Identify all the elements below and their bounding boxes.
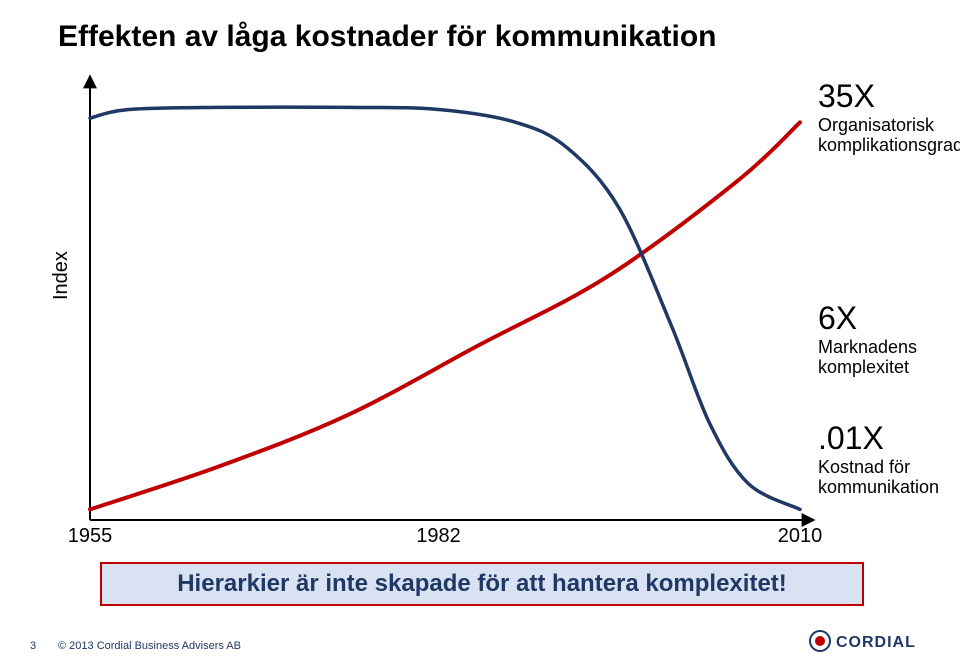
annotation-market-complexity: 6X Marknadenskomplexitet bbox=[818, 300, 917, 378]
y-axis-label: Index bbox=[50, 251, 73, 300]
x-tick-label: 1982 bbox=[416, 525, 461, 548]
annotation-comm-cost: .01X Kostnad förkommunikation bbox=[818, 420, 939, 498]
annotation-market-label: Marknadenskomplexitet bbox=[818, 337, 917, 378]
cordial-logo: CORDIAL bbox=[800, 626, 920, 656]
annotation-org-complexity: 35X Organisatoriskkomplikationsgrad bbox=[818, 78, 960, 156]
x-tick-label: 1955 bbox=[68, 525, 113, 548]
svg-text:CORDIAL: CORDIAL bbox=[836, 634, 916, 651]
chart-svg bbox=[90, 80, 810, 520]
slide: Effekten av låga kostnader för kommunika… bbox=[0, 0, 960, 668]
annotation-org-label: Organisatoriskkomplikationsgrad bbox=[818, 115, 960, 156]
line-chart bbox=[90, 80, 810, 520]
callout-box: Hierarkier är inte skapade för att hante… bbox=[100, 562, 864, 606]
page-number: 3 bbox=[30, 640, 36, 652]
annotation-org-value: 35X bbox=[818, 78, 960, 115]
series-org_complexity bbox=[90, 122, 800, 509]
slide-title: Effekten av låga kostnader för kommunika… bbox=[58, 20, 717, 54]
logo-svg: CORDIAL bbox=[800, 626, 920, 656]
annotation-cost-label: Kostnad förkommunikation bbox=[818, 457, 939, 498]
annotation-market-value: 6X bbox=[818, 300, 917, 337]
x-axis-labels: 195519822010 bbox=[90, 525, 810, 550]
series-comm_cost bbox=[90, 107, 800, 509]
annotation-cost-value: .01X bbox=[818, 420, 939, 457]
copyright-text: © 2013 Cordial Business Advisers AB bbox=[58, 640, 241, 652]
x-tick-label: 2010 bbox=[778, 525, 823, 548]
